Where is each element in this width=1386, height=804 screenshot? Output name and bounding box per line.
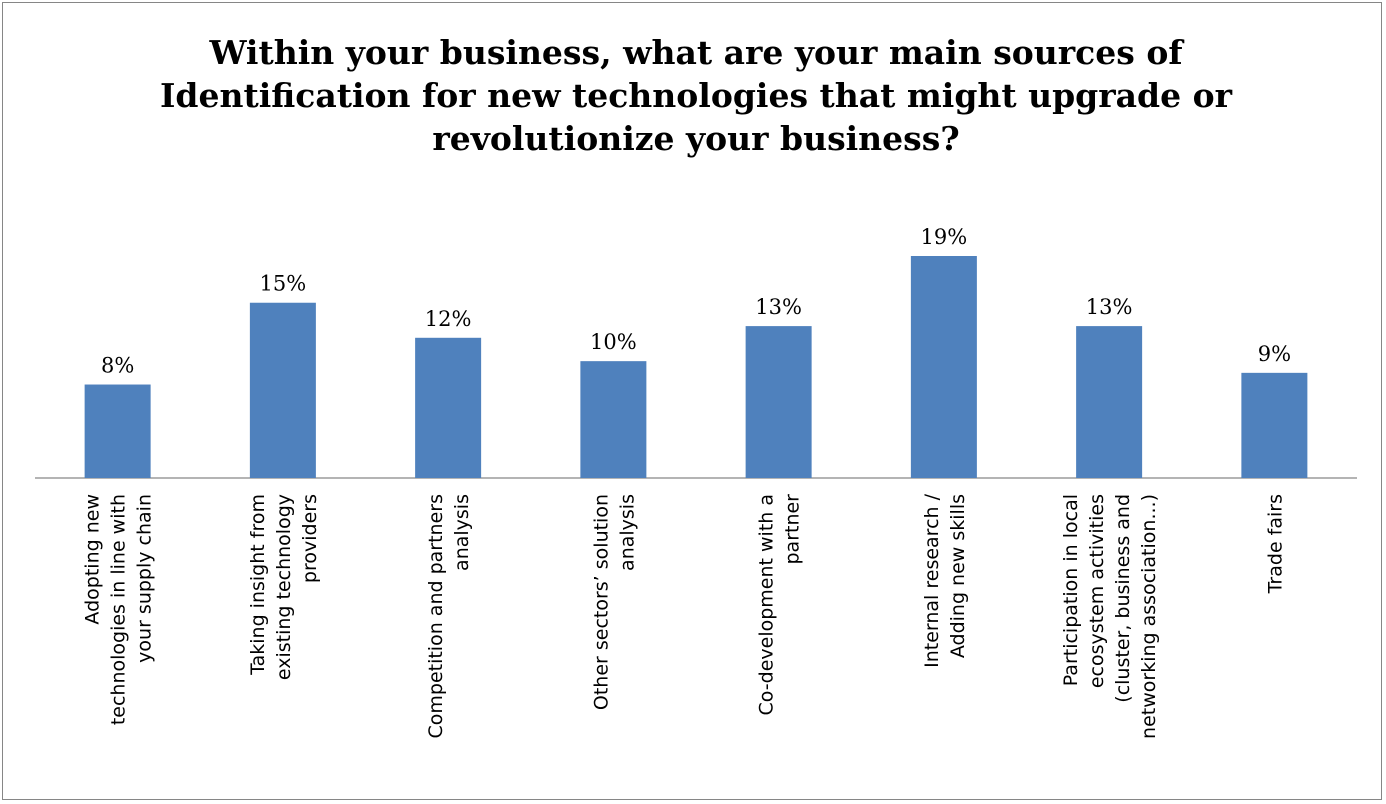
- bar: [84, 384, 151, 478]
- category-label-line: partner: [782, 494, 804, 565]
- bar: [910, 256, 977, 478]
- category-label-line: (cluster, business and: [1112, 494, 1134, 703]
- bar: [580, 361, 647, 478]
- category-label: Other sectors’ solution analysis: [590, 494, 638, 710]
- bar: [1076, 326, 1143, 478]
- category-label-line: technologies in line with: [108, 494, 130, 725]
- data-label: 13%: [755, 295, 802, 319]
- category-label-line: Trade fairs: [1264, 494, 1286, 594]
- data-label: 9%: [1258, 342, 1291, 366]
- category-label-line: Participation in local: [1060, 494, 1082, 686]
- bar: [415, 337, 482, 478]
- category-label-line: Competition and partners: [425, 494, 447, 739]
- data-label: 19%: [921, 225, 968, 249]
- category-label-line: ecosystem activities: [1086, 494, 1108, 688]
- category-label-line: providers: [299, 494, 321, 583]
- data-label: 15%: [260, 272, 307, 296]
- bar: [249, 302, 316, 478]
- category-label: Participation in local ecosystem activiti…: [1060, 494, 1160, 739]
- category-label: Competition and partners analysis: [425, 494, 473, 739]
- category-label: Adopting new technologies in line with you…: [82, 494, 156, 725]
- data-label: 8%: [101, 354, 134, 378]
- category-label: Taking insight from existing technology pr…: [247, 494, 321, 680]
- category-label-line: Taking insight from: [247, 494, 269, 676]
- category-label-line: networking association...): [1138, 494, 1160, 739]
- chart-title: Within your business, what are your main…: [159, 33, 1232, 158]
- category-label-line: Adding new skills: [947, 494, 969, 658]
- category-label-line: your supply chain: [134, 494, 156, 663]
- category-label: Trade fairs: [1264, 494, 1286, 594]
- category-label-line: analysis: [451, 494, 473, 571]
- category-label: Co-development with a partner: [756, 494, 804, 716]
- data-label: 10%: [590, 330, 637, 354]
- data-label: 13%: [1086, 295, 1133, 319]
- category-label: Internal research / Adding new skills: [921, 493, 969, 668]
- category-label-line: Other sectors’ solution: [590, 494, 612, 710]
- bar: [745, 326, 812, 478]
- category-label-line: Adopting new: [82, 494, 104, 625]
- category-label-line: Co-development with a: [756, 494, 778, 715]
- category-label-line: Internal research /: [921, 493, 943, 668]
- data-label: 12%: [425, 307, 472, 331]
- category-label-line: existing technology: [273, 494, 295, 680]
- bar: [1241, 372, 1308, 478]
- category-label-line: analysis: [616, 494, 638, 571]
